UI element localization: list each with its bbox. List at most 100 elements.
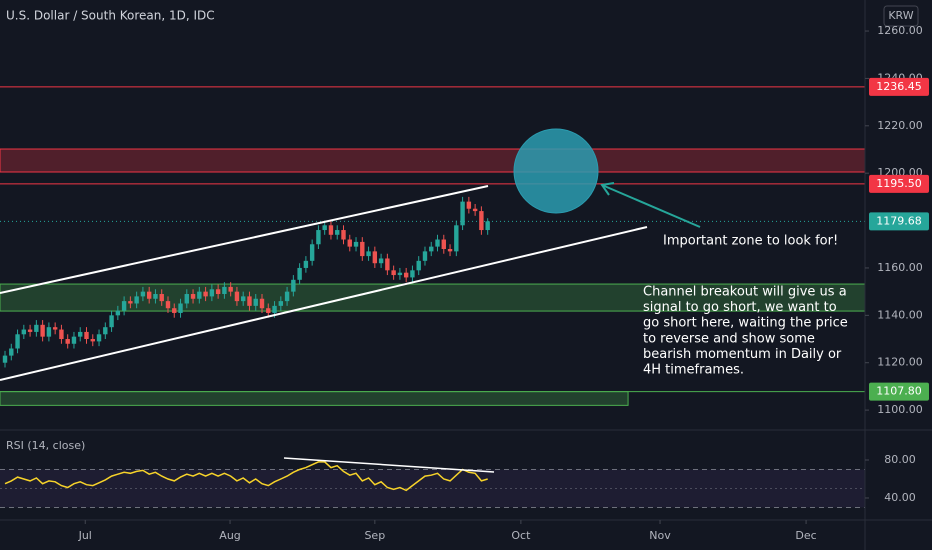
note-line: signal to go short, we want to [643,300,837,315]
candle-body [140,291,146,297]
candle-body [266,308,271,313]
candle-body [121,301,127,311]
candle-body [335,230,340,235]
candle-body [184,294,189,304]
candle-body [297,267,302,280]
candle-body [366,251,371,257]
candle-body [228,286,233,292]
candle-body [472,208,478,212]
y-tick-label: 1140.00 [877,308,923,321]
candle-body [209,289,215,297]
zone [0,391,629,406]
note-line: bearish momentum in Daily or [643,347,842,362]
candle-body [109,315,114,328]
currency: KRW [888,9,913,22]
candle-body [328,225,334,235]
candle-body [134,296,139,304]
zone-note: Important zone to look for! [663,234,838,249]
note-line: Channel breakout will give us a [643,285,847,300]
rsi-tick-label: 40.00 [884,491,916,504]
candle-body [96,334,102,342]
candle-body [203,291,208,297]
candle-body [309,244,315,261]
highlight-circle [513,128,599,214]
candle-body [27,329,33,332]
candle-body [360,241,365,257]
price-tag-label: 1107.80 [876,385,922,398]
x-tick-label: Sep [364,529,385,542]
candle-body [272,305,277,313]
candle-body [278,301,284,306]
candle-body [416,260,421,271]
x-tick-label: Jul [78,529,92,542]
price-tag-label: 1236.45 [876,80,922,93]
candle-body [460,201,465,226]
note-line: to reverse and show some [643,331,815,346]
candle-body [466,201,472,209]
candle-body [90,339,95,342]
y-tick-label: 1260.00 [877,24,923,37]
candle-body [372,251,378,264]
arrow-shaft [601,184,701,228]
candle-body [234,291,240,302]
candle-body [291,279,296,292]
candle-body [391,270,396,276]
candle-body [447,248,453,252]
plot-area [0,86,866,508]
candle-body [385,258,390,271]
candle-body [40,324,45,337]
candle-body [378,258,384,264]
candle-body [178,303,183,313]
candle-body [103,327,108,335]
candle-body [159,294,164,302]
candle-body [241,296,246,302]
candle-body [347,239,352,247]
candle-body [479,211,484,231]
candle-body [197,291,202,299]
candle-body [403,272,409,278]
x-tick-label: Oct [511,529,531,542]
price-tag [869,174,929,193]
candle-body [435,239,440,247]
rsi-line [4,461,488,492]
channel-lower [0,226,648,381]
candle-body [259,298,265,309]
candle-body [78,331,83,337]
candle-body [84,331,89,340]
candle-body [429,246,434,252]
zone [0,283,866,312]
candle-body [15,334,20,349]
candle-body [341,230,346,240]
candle-body [303,260,309,268]
candle-body [284,291,290,302]
candle-body [2,355,8,363]
y-tick-label: 1120.00 [877,356,923,369]
candle-body [253,298,258,306]
candle-body [316,230,321,245]
candle-body [146,291,152,299]
channel-upper [0,185,489,294]
candle-body [46,327,52,337]
candle-body [322,225,327,231]
chart-title: U.S. Dollar / South Korean, 1D, IDC [6,9,215,23]
divergence-line [283,457,495,473]
candle-body [59,329,64,340]
candle-body [52,327,58,330]
candle-body [21,329,27,335]
candle-body [485,221,490,231]
price-tag [869,212,929,231]
x-tick-label: Dec [795,529,816,542]
price-tag-label: 1179.68 [876,214,922,227]
candle-body [128,301,133,304]
zone [0,148,866,173]
candle-body [222,286,227,295]
candle-body [153,294,158,299]
axis-labels: 1260.001240.001220.001200.001160.001140.… [78,24,929,542]
candle-body [410,270,415,278]
price-tag [869,382,929,401]
candle-body [397,272,403,276]
note-line: 4H timeframes. [643,363,744,378]
